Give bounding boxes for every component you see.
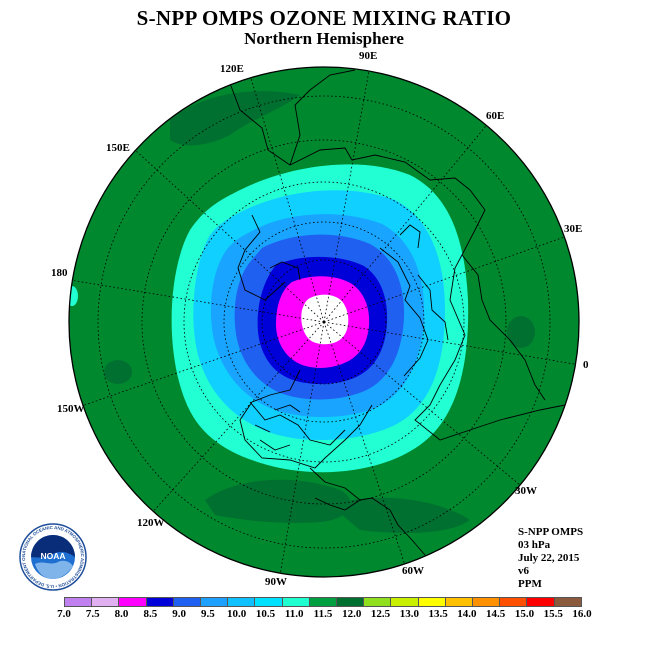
dark-patch <box>104 360 132 384</box>
colorbar-cell <box>255 598 283 606</box>
colorbar-tick-label: 15.5 <box>543 608 563 620</box>
colorbar-tick-label: 11.5 <box>313 608 333 620</box>
colorbar-cell <box>445 598 474 606</box>
colorbar-cell <box>500 598 528 606</box>
colorbar-tick-label: 12.0 <box>342 608 362 620</box>
colorbar-cell <box>119 598 147 606</box>
map-boundary <box>68 66 580 578</box>
colorbar-cell <box>146 598 174 606</box>
colorbar-tick-label: 15.0 <box>514 608 535 620</box>
colorbar-tick-label: 14.0 <box>457 608 477 620</box>
dark-patch <box>205 479 351 523</box>
colorbar-cell <box>228 598 256 606</box>
info-level: 03 hPa <box>518 539 551 551</box>
colorbar-cell <box>201 598 229 606</box>
info-instrument: S-NPP OMPS <box>518 526 584 538</box>
colorbar-tick-label: 13.5 <box>428 608 448 620</box>
dark-patch <box>330 497 470 533</box>
colorbar-cell <box>173 598 202 606</box>
colorbar-cell <box>337 598 365 606</box>
label-150w: 150W <box>57 403 85 415</box>
colorbar-cell <box>364 598 392 606</box>
colorbar-tick-label: 12.5 <box>370 608 391 620</box>
colorbar-tick-label: 13.0 <box>399 608 419 620</box>
colorbar-cell <box>92 598 120 606</box>
sub-title: Northern Hemisphere <box>244 29 404 48</box>
colorbar-tick-label: 9.5 <box>201 608 215 620</box>
colorbar-tick-label: 9.0 <box>172 608 186 620</box>
colorbar-cell <box>554 598 581 606</box>
info-date: July 22, 2015 <box>518 552 580 564</box>
colorbar-tick-label: 10.5 <box>255 608 276 620</box>
coastlines <box>227 69 566 556</box>
label-120w: 120W <box>137 517 165 529</box>
colorbar-cell <box>473 598 501 606</box>
main-title: S-NPP OMPS OZONE MIXING RATIO <box>136 6 512 30</box>
noaa-logo: NATIONAL OCEANIC AND ATMOSPHERIC ADMINIS… <box>18 522 87 591</box>
label-120e: 120E <box>220 63 244 75</box>
colorbar-tick-label: 7.0 <box>57 608 71 620</box>
colorbar-tick-label: 14.5 <box>486 608 506 620</box>
colorbar-tick-label: 8.0 <box>114 608 129 620</box>
graticule <box>69 67 579 576</box>
colorbar-cell <box>65 598 93 606</box>
info-version: v6 <box>518 565 529 577</box>
label-0: 0 <box>583 359 589 371</box>
label-150e: 150E <box>106 142 130 154</box>
band-center <box>301 294 349 345</box>
colorbar-tick-label: 16.0 <box>572 608 592 620</box>
colorbar-tick-label: 7.5 <box>85 608 100 620</box>
info-block: S-NPP OMPS 03 hPa July 22, 2015 v6 PPM <box>518 526 583 591</box>
label-90e: 90E <box>359 50 378 62</box>
edge-patch <box>69 286 78 306</box>
colorbar-cell <box>418 598 446 606</box>
label-180: 180 <box>51 267 68 279</box>
colorbar <box>64 597 582 607</box>
colorbar-tick-label: 11.0 <box>284 608 304 620</box>
label-60e: 60E <box>486 110 505 122</box>
noaa-logo-text: NOAA <box>40 551 65 561</box>
polar-map <box>68 66 580 578</box>
label-30w: 30W <box>515 485 537 497</box>
colorbar-cell <box>527 598 555 606</box>
info-units: PPM <box>518 578 542 590</box>
colorbar-cell <box>309 598 338 606</box>
label-30e: 30E <box>564 223 583 235</box>
colorbar-cell <box>282 598 310 606</box>
colorbar-cell <box>391 598 419 606</box>
dark-patch <box>507 316 535 348</box>
colorbar-tick-label: 8.5 <box>143 608 158 620</box>
colorbar-labels: 7.0 7.5 8.0 8.5 9.0 9.5 10.0 10.5 11.0 11.5 12.0 12… <box>57 608 592 622</box>
label-90w: 90W <box>265 576 287 588</box>
label-60w: 60W <box>402 565 424 577</box>
colorbar-tick-label: 10.0 <box>227 608 247 620</box>
